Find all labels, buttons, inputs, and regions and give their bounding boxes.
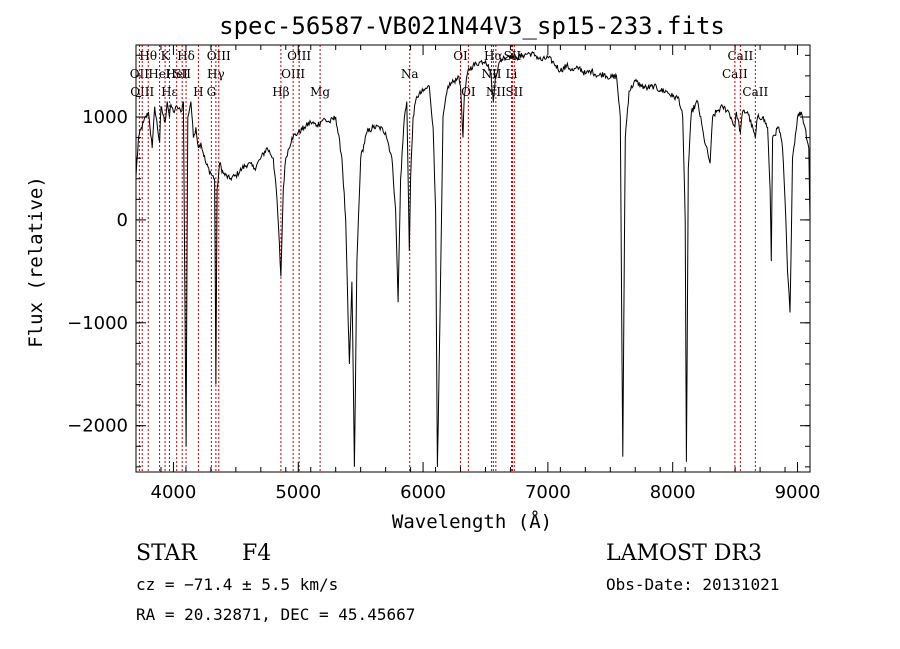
- spectral-line-label: OI: [453, 49, 468, 63]
- x-tick-label: 6000: [400, 482, 446, 503]
- spectral-line-label: K: [161, 49, 171, 63]
- spectral-line-label: OI: [461, 85, 476, 99]
- coordinates-readout: RA = 20.32871, DEC = 45.45667: [136, 605, 415, 624]
- y-axis-ticks: 1000 0 −1000 −2000: [67, 54, 810, 468]
- x-tick-label: 7000: [525, 482, 571, 503]
- spectral-line-label: G: [207, 85, 217, 99]
- y-axis-label: Flux (relative): [25, 176, 47, 348]
- spectral-line-label: Hε: [161, 85, 178, 99]
- spectral-line-label: Hδ: [177, 49, 195, 63]
- spectral-line-label: OIII: [130, 85, 154, 99]
- y-tick-label: −1000: [67, 313, 128, 334]
- spectral-line-label: CaII: [727, 49, 753, 63]
- spectral-line-label: SII: [505, 85, 523, 99]
- redshift-readout: cz = −71.4 ± 5.5 km/s: [136, 575, 338, 594]
- y-tick-label: 0: [117, 210, 128, 231]
- spectral-line-markers: [138, 45, 756, 472]
- spectral-line-label: CaII: [742, 85, 768, 99]
- spectral-line-label: NII: [486, 85, 506, 99]
- x-tick-label: 4000: [151, 482, 197, 503]
- spectral-line-label: Hα: [484, 49, 503, 63]
- survey-name: LAMOST DR3: [606, 541, 762, 566]
- spectrum-line: [135, 50, 811, 467]
- spectral-line-label: Hβ: [272, 85, 289, 99]
- spectral-line-label: OIII: [207, 49, 231, 63]
- x-axis-label: Wavelength (Å): [392, 510, 552, 533]
- spectral-line-label: OIII: [287, 49, 311, 63]
- chart-title: spec-56587-VB021N44V3_sp15-233.fits: [219, 12, 725, 40]
- spectral-line-label: Mg: [310, 85, 330, 99]
- object-subclass: F4: [242, 541, 271, 566]
- observation-date: Obs-Date: 20131021: [606, 575, 779, 594]
- plot-frame: [135, 44, 811, 473]
- x-tick-label: 8000: [650, 482, 696, 503]
- spectral-line-label: H: [193, 85, 203, 99]
- y-tick-label: 1000: [82, 107, 128, 128]
- x-tick-label: 9000: [775, 482, 821, 503]
- object-class: STAR: [136, 541, 198, 566]
- spectral-line-label: Hθ: [139, 49, 157, 63]
- y-tick-label: −2000: [67, 416, 128, 437]
- x-tick-label: 5000: [275, 482, 321, 503]
- x-axis-ticks: 4000 5000 6000 7000 8000 9000: [135, 45, 821, 503]
